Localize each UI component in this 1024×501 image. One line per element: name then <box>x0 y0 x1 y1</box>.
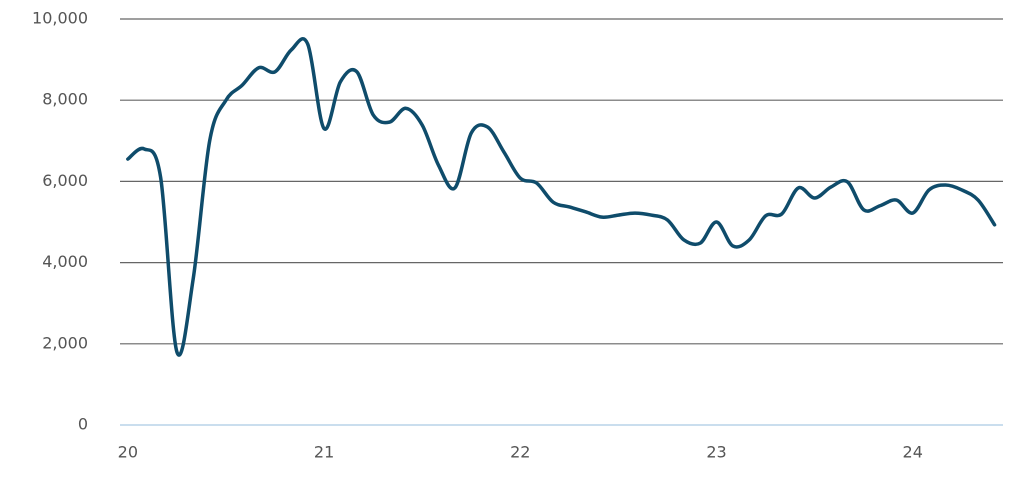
y-tick-label: 4,000 <box>42 252 88 271</box>
y-tick-label: 0 <box>78 415 88 434</box>
y-tick-label: 8,000 <box>42 90 88 109</box>
y-tick-label: 6,000 <box>42 171 88 190</box>
y-tick-label: 10,000 <box>32 9 88 28</box>
x-tick-label: 22 <box>510 443 530 462</box>
y-tick-label: 2,000 <box>42 333 88 352</box>
x-tick-label: 23 <box>706 443 726 462</box>
line <box>126 37 997 357</box>
x-tick-label: 21 <box>314 443 334 462</box>
x-tick-label: 20 <box>118 443 138 462</box>
x-tick-label: 24 <box>903 443 923 462</box>
